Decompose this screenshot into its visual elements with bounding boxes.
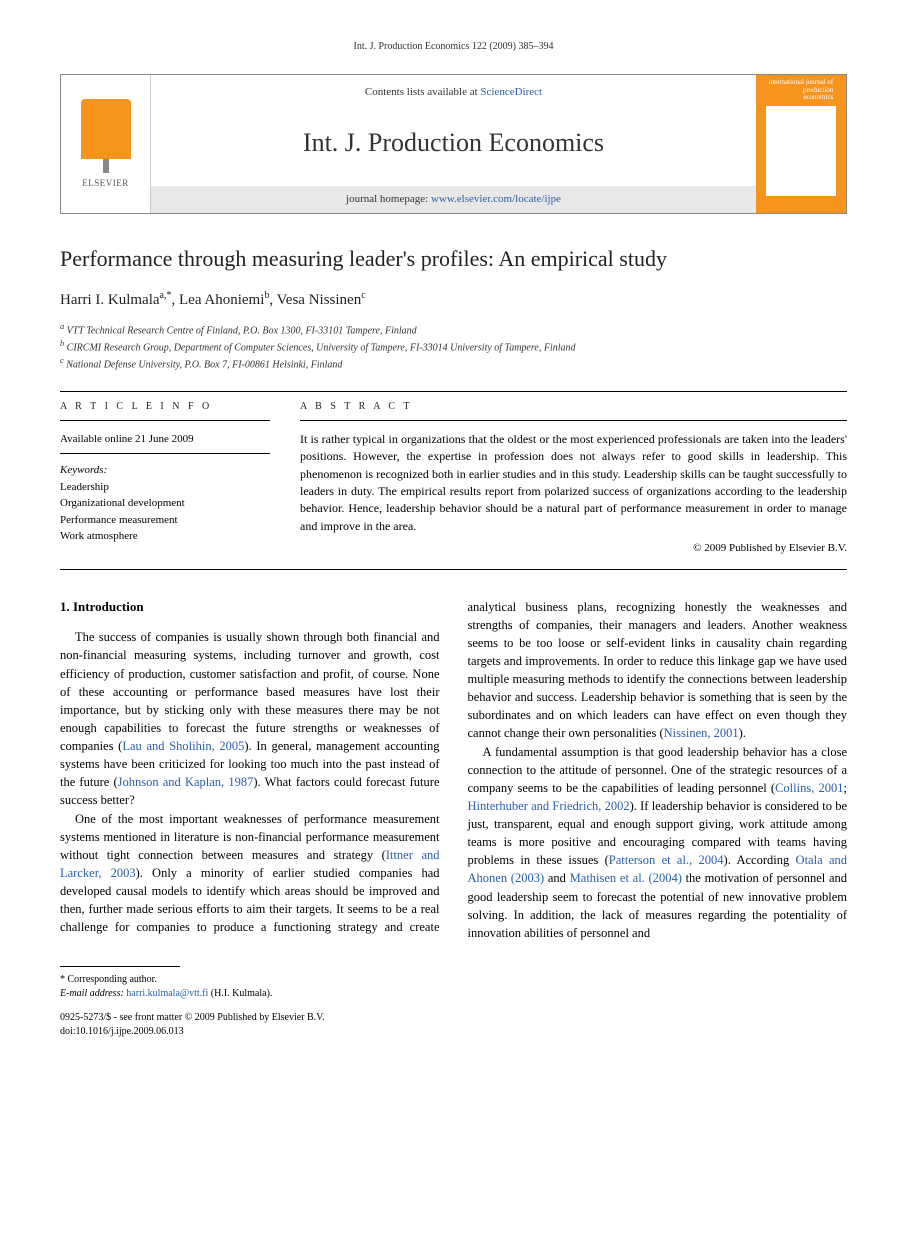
abstract-copyright: © 2009 Published by Elsevier B.V.: [300, 541, 847, 556]
divider: [300, 420, 847, 421]
body-columns: 1. Introduction The success of companies…: [60, 598, 847, 942]
divider: [60, 569, 847, 570]
info-text: Available online 21 June 2009 Keywords: …: [60, 431, 270, 545]
paragraph: The success of companies is usually show…: [60, 628, 440, 809]
homepage-prefix: journal homepage:: [346, 193, 431, 205]
divider: [60, 420, 270, 421]
affiliation-b: b CIRCMI Research Group, Department of C…: [60, 338, 847, 355]
keyword: Performance measurement: [60, 512, 270, 529]
elsevier-tree-icon: [81, 99, 131, 159]
homepage-link[interactable]: www.elsevier.com/locate/ijpe: [431, 193, 561, 205]
affiliation-c: c National Defense University, P.O. Box …: [60, 355, 847, 372]
keyword: Organizational development: [60, 495, 270, 512]
contents-line: Contents lists available at ScienceDirec…: [151, 75, 756, 100]
available-online: Available online 21 June 2009: [60, 431, 270, 448]
issn-line: 0925-5273/$ - see front matter © 2009 Pu…: [60, 1011, 847, 1025]
sciencedirect-link[interactable]: ScienceDirect: [480, 86, 542, 98]
citation-link[interactable]: Lau and Sholihin, 2005: [122, 739, 244, 753]
journal-cover-thumbnail: international journal of production econ…: [756, 75, 846, 213]
affiliation-a: a VTT Technical Research Centre of Finla…: [60, 321, 847, 338]
author-2: , Lea Ahoniemi: [172, 292, 265, 308]
citation-link[interactable]: Collins, 2001: [775, 781, 843, 795]
info-label: A R T I C L E I N F O: [60, 400, 270, 414]
corresponding-author: * Corresponding author.: [60, 973, 847, 987]
publisher-logo: ELSEVIER: [61, 75, 151, 213]
doi-line: doi:10.1016/j.ijpe.2009.06.013: [60, 1025, 847, 1039]
bottom-meta: 0925-5273/$ - see front matter © 2009 Pu…: [60, 1011, 847, 1039]
citation-link[interactable]: Hinterhuber and Friedrich, 2002: [468, 799, 630, 813]
cover-label-3: economics: [769, 94, 834, 102]
info-abstract-row: A R T I C L E I N F O Available online 2…: [60, 400, 847, 557]
running-head: Int. J. Production Economics 122 (2009) …: [60, 40, 847, 54]
citation-link[interactable]: Johnson and Kaplan, 1987: [118, 775, 254, 789]
cover-label: international journal of production econ…: [769, 79, 834, 102]
paragraph: A fundamental assumption is that good le…: [468, 743, 848, 942]
citation-link[interactable]: Nissinen, 2001: [664, 726, 739, 740]
article-info: A R T I C L E I N F O Available online 2…: [60, 400, 270, 557]
author-3: , Vesa Nissinen: [269, 292, 361, 308]
section-heading: 1. Introduction: [60, 598, 440, 617]
author-1: Harri I. Kulmala: [60, 292, 160, 308]
journal-name: Int. J. Production Economics: [151, 125, 756, 161]
keyword: Leadership: [60, 479, 270, 496]
journal-header: ELSEVIER Contents lists available at Sci…: [60, 74, 847, 214]
footnote-separator: [60, 966, 180, 967]
affiliations: a VTT Technical Research Centre of Finla…: [60, 321, 847, 373]
abstract-label: A B S T R A C T: [300, 400, 847, 414]
author-3-sup: c: [361, 290, 365, 301]
divider: [60, 453, 270, 454]
cover-mini-icon: [766, 106, 836, 196]
author-1-sup: a,*: [160, 290, 172, 301]
divider: [60, 391, 847, 392]
article-title: Performance through measuring leader's p…: [60, 244, 847, 275]
keywords-label: Keywords:: [60, 462, 270, 479]
email-link[interactable]: harri.kulmala@vtt.fi: [126, 988, 208, 999]
abstract-text: It is rather typical in organizations th…: [300, 431, 847, 535]
citation-link[interactable]: Mathisen et al. (2004): [570, 871, 682, 885]
email-line: E-mail address: harri.kulmala@vtt.fi (H.…: [60, 987, 847, 1001]
authors-line: Harri I. Kulmalaa,*, Lea Ahoniemib, Vesa…: [60, 289, 847, 311]
homepage-line: journal homepage: www.elsevier.com/locat…: [151, 186, 756, 213]
abstract: A B S T R A C T It is rather typical in …: [300, 400, 847, 557]
keyword: Work atmosphere: [60, 528, 270, 545]
header-center: Contents lists available at ScienceDirec…: [151, 75, 756, 213]
contents-prefix: Contents lists available at: [365, 86, 480, 98]
publisher-name: ELSEVIER: [82, 177, 129, 190]
citation-link[interactable]: Patterson et al., 2004: [609, 853, 724, 867]
footnote: * Corresponding author. E-mail address: …: [60, 973, 847, 1001]
